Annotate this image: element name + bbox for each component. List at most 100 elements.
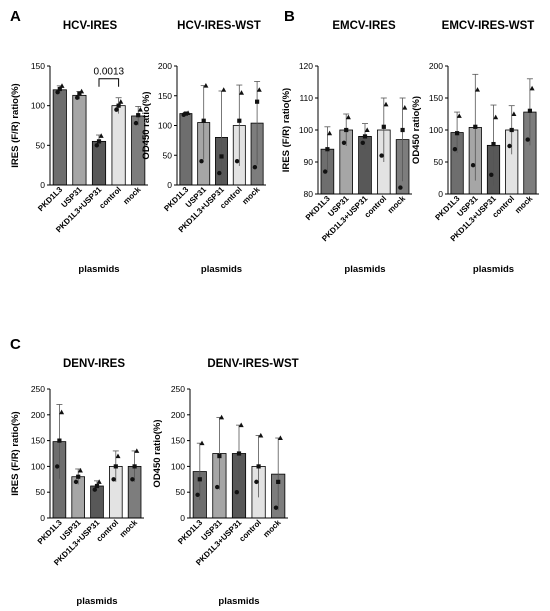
y-axis-label: IRES (F/R) ratio(%) — [281, 88, 292, 172]
panel-letter-a: A — [10, 8, 21, 25]
x-tick-label-mock: mock — [513, 194, 535, 216]
data-point-usp31 — [219, 414, 225, 420]
data-point-pkd1l3 — [55, 464, 60, 469]
y-tick-label: 80 — [304, 189, 314, 199]
data-point-control — [116, 103, 121, 108]
data-point-control — [383, 101, 389, 107]
data-point-usp31 — [201, 118, 206, 123]
data-point-pkd1l3-usp31 — [96, 139, 102, 144]
data-point-mock — [255, 99, 260, 104]
y-tick-label: 200 — [158, 61, 172, 71]
data-point-pkd1l3 — [197, 477, 202, 482]
panel-letter-b: B — [284, 8, 295, 25]
data-point-pkd1l3 — [59, 409, 65, 415]
data-point-pkd1l3-usp31 — [360, 140, 365, 145]
chart-title: EMCV-IRES-WST — [442, 20, 535, 32]
y-tick-label: 200 — [31, 410, 45, 420]
y-tick-label: 150 — [31, 436, 45, 446]
x-axis-label: plasmids — [218, 596, 259, 607]
y-tick-label: 50 — [176, 487, 186, 497]
chart-emcv-ires: EMCV-IRES8090100110120PKD1L3USP31PKD1L3+… — [281, 20, 412, 275]
data-point-mock — [529, 85, 535, 91]
data-point-usp31 — [470, 163, 476, 168]
data-point-mock — [137, 107, 143, 112]
data-point-pkd1l3-usp31 — [92, 487, 98, 492]
data-point-pkd1l3-usp31 — [94, 483, 100, 489]
y-tick-label: 50 — [36, 140, 46, 150]
error-bar-control — [380, 97, 387, 162]
x-tick-label-mock: mock — [240, 185, 262, 207]
y-tick-label: 0 — [180, 513, 185, 523]
data-point-mock — [130, 477, 135, 482]
data-point-pkd1l3-usp31 — [219, 154, 224, 159]
data-point-mock — [273, 505, 279, 510]
chart-title: DENV-IRES — [63, 358, 125, 370]
y-tick-label: 200 — [171, 410, 185, 420]
data-point-control — [379, 153, 384, 158]
y-tick-label: 150 — [31, 61, 45, 71]
y-tick-label: 100 — [429, 125, 443, 135]
data-point-pkd1l3 — [325, 147, 330, 152]
data-point-control — [234, 159, 240, 164]
data-point-pkd1l3 — [195, 492, 200, 497]
data-point-usp31 — [344, 127, 349, 133]
x-tick-label-mock: mock — [121, 185, 143, 207]
data-point-pkd1l3-usp31 — [364, 127, 370, 132]
data-point-control — [239, 90, 244, 95]
data-point-pkd1l3-usp31 — [491, 141, 496, 147]
chart-title: HCV-IRES — [63, 20, 118, 32]
y-tick-label: 150 — [171, 436, 185, 446]
data-point-pkd1l3-usp31 — [493, 114, 499, 120]
x-axis-label: plasmids — [78, 264, 119, 275]
y-tick-label: 50 — [163, 150, 173, 160]
data-point-pkd1l3-usp31 — [221, 87, 227, 92]
y-tick-label: 0 — [438, 189, 443, 199]
y-tick-label: 100 — [31, 461, 45, 471]
y-tick-label: 0 — [167, 180, 172, 190]
data-point-pkd1l3-usp31 — [236, 451, 242, 456]
y-tick-label: 250 — [171, 384, 185, 394]
significance-bracket — [98, 78, 120, 87]
x-tick-label-control: control — [237, 518, 263, 544]
data-point-usp31 — [341, 140, 347, 145]
data-point-pkd1l3-usp31 — [238, 422, 244, 428]
data-point-control — [113, 464, 118, 469]
chart-denv-ires-wst: DENV-IRES-WST050100150200250PKD1L3USP31P… — [152, 358, 299, 607]
significance-p-value: 0.0013 — [94, 67, 125, 78]
y-tick-label: 90 — [304, 157, 314, 167]
panel-letter-c: C — [10, 336, 21, 353]
data-point-control — [237, 118, 242, 123]
x-tick-label-mock: mock — [261, 518, 283, 540]
x-axis-label: plasmids — [344, 264, 385, 275]
y-tick-label: 100 — [31, 101, 45, 111]
data-point-control — [114, 107, 119, 112]
data-point-mock — [133, 120, 139, 126]
data-point-mock — [400, 127, 405, 133]
data-point-mock — [132, 464, 137, 469]
data-point-mock — [527, 108, 532, 113]
data-point-mock — [276, 479, 281, 484]
y-tick-label: 120 — [299, 61, 313, 71]
data-point-usp31 — [73, 479, 79, 485]
chart-title: HCV-IRES-WST — [177, 20, 261, 32]
data-point-usp31 — [217, 453, 222, 459]
data-point-usp31 — [345, 114, 351, 120]
data-point-pkd1l3 — [57, 86, 62, 92]
data-point-mock — [252, 164, 258, 170]
data-point-mock — [277, 435, 283, 441]
x-axis-label: plasmids — [473, 264, 514, 275]
bar-usp31 — [72, 94, 87, 186]
bar-pkd1l3 — [52, 89, 67, 186]
data-point-usp31 — [215, 484, 220, 490]
data-point-mock — [398, 185, 403, 190]
data-point-pkd1l3 — [455, 131, 460, 136]
data-point-usp31 — [75, 95, 80, 100]
error-bar-mock — [399, 97, 406, 182]
y-tick-label: 50 — [434, 157, 444, 167]
data-point-pkd1l3-usp31 — [489, 172, 494, 177]
y-axis-label: OD450 ratio(%) — [141, 91, 152, 159]
data-point-usp31 — [475, 87, 480, 92]
data-point-control — [115, 453, 121, 459]
error-bar-mock — [254, 81, 261, 165]
